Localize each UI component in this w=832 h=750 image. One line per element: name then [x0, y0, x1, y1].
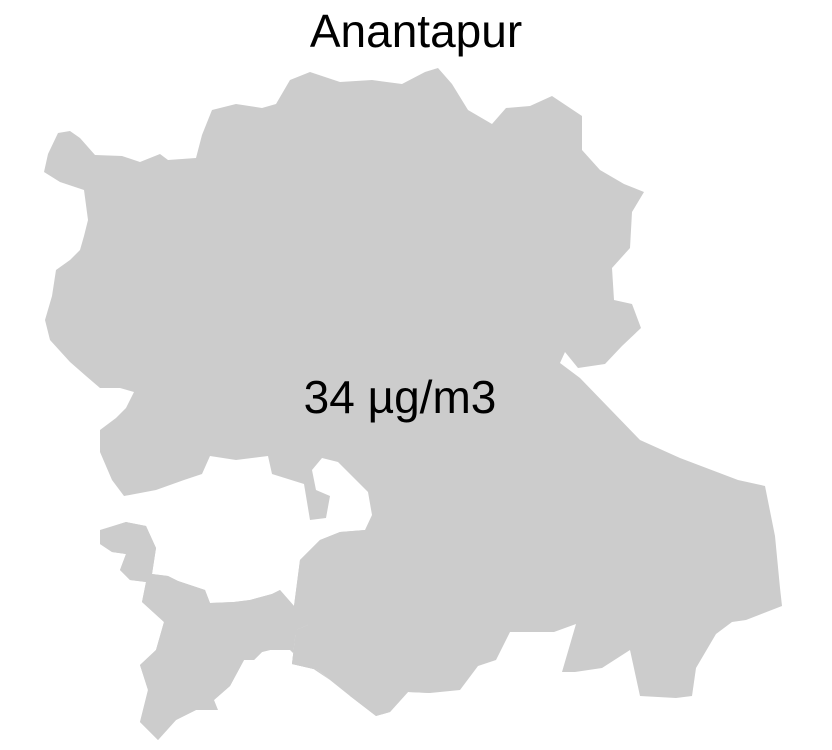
district-southwest-lobe: [100, 522, 372, 740]
map-title: Anantapur: [309, 5, 523, 57]
pollution-value-label: 34 µg/m3: [303, 371, 497, 423]
district-main-area: [44, 68, 782, 716]
